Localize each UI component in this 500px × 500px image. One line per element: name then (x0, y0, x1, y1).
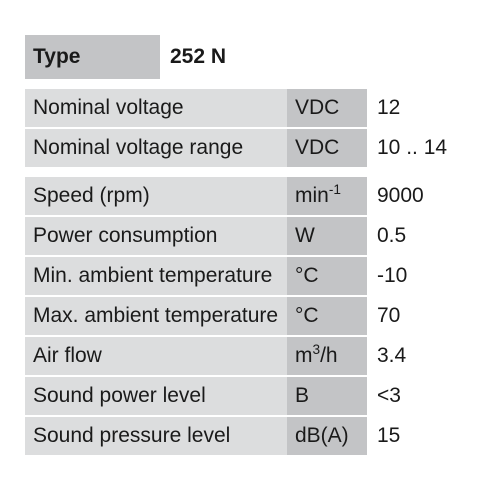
spec-row: Max. ambient temperature°C70 (25, 297, 475, 335)
header-row: Type 252 N (25, 35, 475, 79)
spec-value: -10 (367, 257, 475, 295)
spec-row: Speed (rpm)min-19000 (25, 177, 475, 215)
spec-value: 15 (367, 417, 475, 455)
spec-label: Air flow (25, 337, 287, 375)
spec-unit: VDC (287, 129, 367, 167)
spec-label: Power consumption (25, 217, 287, 255)
spec-unit: B (287, 377, 367, 415)
spec-row: Sound power levelB<3 (25, 377, 475, 415)
spec-unit: VDC (287, 89, 367, 127)
spec-row: Sound pressure leveldB(A)15 (25, 417, 475, 455)
spec-label: Sound power level (25, 377, 287, 415)
spec-table: Type 252 N Nominal voltageVDC12Nominal v… (25, 35, 475, 455)
spec-label: Max. ambient temperature (25, 297, 287, 335)
spec-row: Nominal voltage rangeVDC10 .. 14 (25, 129, 475, 167)
spec-value: 9000 (367, 177, 475, 215)
spec-label: Sound pressure level (25, 417, 287, 455)
spec-unit: °C (287, 257, 367, 295)
header-type-label: Type (25, 35, 160, 79)
spec-row: Nominal voltageVDC12 (25, 89, 475, 127)
spec-label: Min. ambient temperature (25, 257, 287, 295)
spec-unit: °C (287, 297, 367, 335)
header-model-value: 252 N (160, 35, 475, 79)
spec-unit: W (287, 217, 367, 255)
spec-value: 10 .. 14 (367, 129, 475, 167)
spec-label: Speed (rpm) (25, 177, 287, 215)
spec-unit: dB(A) (287, 417, 367, 455)
spec-value: 70 (367, 297, 475, 335)
spec-group: Nominal voltageVDC12Nominal voltage rang… (25, 89, 475, 167)
spec-value: 0.5 (367, 217, 475, 255)
spec-row: Min. ambient temperature°C-10 (25, 257, 475, 295)
spec-unit: min-1 (287, 177, 367, 215)
spec-unit: m3/h (287, 337, 367, 375)
spec-row: Power consumptionW0.5 (25, 217, 475, 255)
spec-value: 12 (367, 89, 475, 127)
spec-value: <3 (367, 377, 475, 415)
spec-row: Air flowm3/h3.4 (25, 337, 475, 375)
spec-value: 3.4 (367, 337, 475, 375)
spec-group: Speed (rpm)min-19000Power consumptionW0.… (25, 177, 475, 455)
spec-label: Nominal voltage (25, 89, 287, 127)
spec-label: Nominal voltage range (25, 129, 287, 167)
